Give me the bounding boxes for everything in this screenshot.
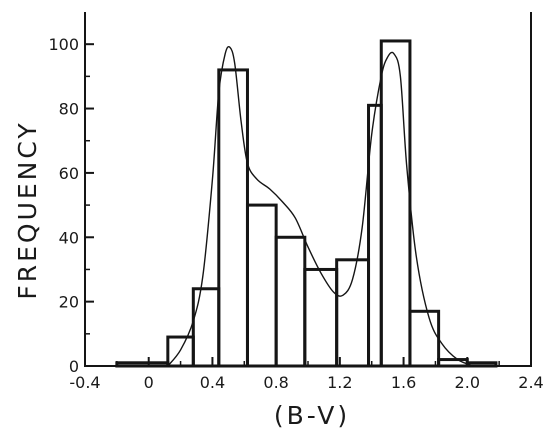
- histogram-bar: [217, 68, 249, 368]
- x-axis: -0.4 0 0.4 0.8 1.2 1.6 2.0 2.4: [69, 357, 544, 392]
- histogram-bar: [335, 258, 371, 368]
- x-tick-label: 0.8: [263, 373, 288, 392]
- fitted-curve: [167, 45, 474, 367]
- y-axis-title: FREQUENCY: [13, 120, 42, 299]
- histogram-bar: [115, 361, 170, 368]
- histogram-bins: [115, 39, 498, 368]
- x-tick-label: -0.4: [69, 373, 100, 392]
- y-tick-label: 0: [69, 357, 79, 376]
- x-tick-label: 2.4: [518, 373, 543, 392]
- x-tick-label: 0.4: [200, 373, 225, 392]
- y-tick-label: 60: [59, 164, 79, 183]
- histogram-bar: [191, 287, 221, 368]
- histogram-bar: [379, 39, 412, 368]
- x-tick-label: 1.2: [327, 373, 352, 392]
- histogram-bar: [303, 267, 339, 368]
- histogram-bar: [274, 235, 307, 368]
- histogram-bar: [408, 309, 441, 368]
- x-axis-title: (B-V): [274, 401, 350, 430]
- x-tick-label: 0: [144, 373, 154, 392]
- fitted-curve-layer: [167, 45, 474, 367]
- plot-frame: [84, 12, 532, 367]
- plot-border: [84, 12, 532, 367]
- y-tick-label: 20: [59, 293, 79, 312]
- y-tick-label: 100: [48, 35, 79, 54]
- y-tick-label: 80: [59, 100, 79, 119]
- x-tick-label: 2.0: [455, 373, 480, 392]
- y-axis: 0 20 40 60 80 100: [48, 35, 94, 376]
- histogram-bar: [245, 203, 278, 368]
- x-tick-label: 1.6: [391, 373, 416, 392]
- y-tick-label: 40: [59, 228, 79, 247]
